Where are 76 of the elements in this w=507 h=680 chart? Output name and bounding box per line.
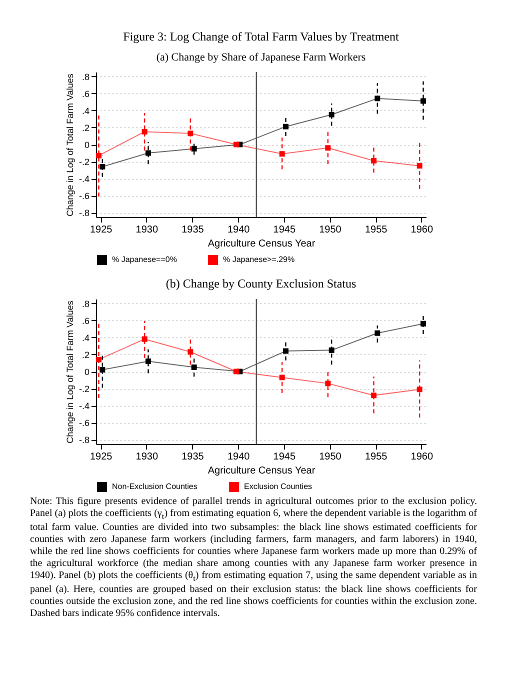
chart-title: (b) Change by County Exclusion Status <box>165 276 356 290</box>
x-tick-label: 1930 <box>135 224 158 236</box>
point <box>233 142 238 148</box>
y-tick-label: 0 <box>84 140 89 150</box>
point <box>370 158 376 164</box>
y-tick-label: -.8 <box>78 208 89 218</box>
x-tick-label: 1935 <box>181 452 204 462</box>
chart-subtitle: (a) Change by Share of Japanese Farm Workers <box>156 51 366 64</box>
point <box>141 336 147 342</box>
point <box>96 152 101 158</box>
point <box>99 367 105 373</box>
x-tick-label: 1945 <box>272 224 296 236</box>
point <box>324 380 330 386</box>
x-axis-title: Agriculture Census Year <box>207 238 316 250</box>
x-tick-label: 1955 <box>364 452 388 462</box>
point <box>374 330 380 336</box>
y-tick-label: .8 <box>81 298 89 309</box>
point <box>374 96 380 102</box>
x-tick-label: 1935 <box>181 224 204 236</box>
legend-label: % Japanese==0% <box>112 255 176 264</box>
y-tick-label: -.6 <box>78 191 89 202</box>
y-tick-label: -.4 <box>78 174 89 184</box>
y-tick-label: .8 <box>81 72 89 82</box>
y-tick-label: 0 <box>84 367 89 377</box>
y-tick-label: .2 <box>81 122 89 133</box>
y-tick-label: .2 <box>81 350 89 360</box>
y-tick-label: .6 <box>81 88 89 99</box>
x-tick-label: 1925 <box>89 224 112 236</box>
point <box>187 130 193 136</box>
y-tick-label: -.2 <box>78 157 89 168</box>
point <box>370 392 376 398</box>
x-tick-label: 1925 <box>89 452 112 462</box>
point <box>324 145 330 151</box>
point <box>96 356 101 362</box>
point <box>99 164 105 170</box>
x-tick-label: 1950 <box>318 452 342 462</box>
y-axis-title: Change in Log of Total Farm Values <box>64 300 74 444</box>
y-tick-label: -.2 <box>78 384 89 394</box>
x-tick-label: 1950 <box>318 224 342 236</box>
point <box>187 349 193 355</box>
point <box>420 320 426 326</box>
point <box>328 347 334 353</box>
y-tick-label: .4 <box>81 332 89 343</box>
y-axis-title: Change in Log of Total Farm Values <box>64 73 74 216</box>
y-tick-label: -.6 <box>78 418 89 428</box>
point <box>282 124 288 130</box>
x-tick-label: 1945 <box>272 452 296 462</box>
point <box>278 374 284 380</box>
point <box>282 348 288 354</box>
x-tick-label: 1960 <box>410 224 433 236</box>
point <box>233 368 238 374</box>
legend-label: Non-Exclusion Counties <box>112 482 197 491</box>
point <box>416 386 422 392</box>
point <box>328 112 334 118</box>
y-tick-label: -.8 <box>78 435 89 446</box>
x-tick-label: 1955 <box>364 224 388 236</box>
point <box>190 364 196 370</box>
legend-label: % Japanese>=.29% <box>222 255 294 264</box>
point <box>145 150 150 156</box>
x-tick-label: 1930 <box>135 452 158 462</box>
y-tick-label: -.4 <box>78 401 89 412</box>
y-tick-label: .4 <box>81 106 89 116</box>
point <box>145 358 150 364</box>
x-tick-label: 1960 <box>410 452 433 462</box>
chart-title: Figure 3: Log Change of Total Farm Values by Treatment <box>122 29 400 44</box>
point <box>278 151 284 157</box>
text: Note: This figure presents evidence of parallel trends in agricultural outcomes prior to the exclusion policy. Panel (a) plots the coefficients (γ$_{t}$) from estimating equation 6, where the dependent variable is the logarithm of total farm value. Counties are divided into two subsamples: the black line shows estimated coefficients for counties with zero Japanese farm workers (including farmers, farm managers, and farm laborers) in 1940, while the red line shows coefficients for counties where Japanese farm workers made up more than 0.29% of the agricultural workforce (the median share among counties with any Japanese farm worker presence in 1940). Panel (b) plots the coefficients (θ$_{t}$) from estimating equation 7, using the same dependent variable as in panel (a). Here, counties are grouped based on their exclusion status: the black line shows coefficients for counties outside the exclusion zone, and the red line shows coefficients for counties within the exclusion zone. Dashed bars indicate 95% confidence intervals. <box>30 496 477 619</box>
x-tick-label: 1940 <box>226 452 250 462</box>
point <box>190 146 196 152</box>
point <box>416 163 422 169</box>
legend-label: Exclusion Counties <box>244 482 312 491</box>
point <box>141 128 147 134</box>
point <box>420 98 426 104</box>
x-tick-label: 1940 <box>226 224 250 236</box>
y-tick-label: .6 <box>81 316 89 326</box>
x-axis-title: Agriculture Census Year <box>207 466 316 476</box>
